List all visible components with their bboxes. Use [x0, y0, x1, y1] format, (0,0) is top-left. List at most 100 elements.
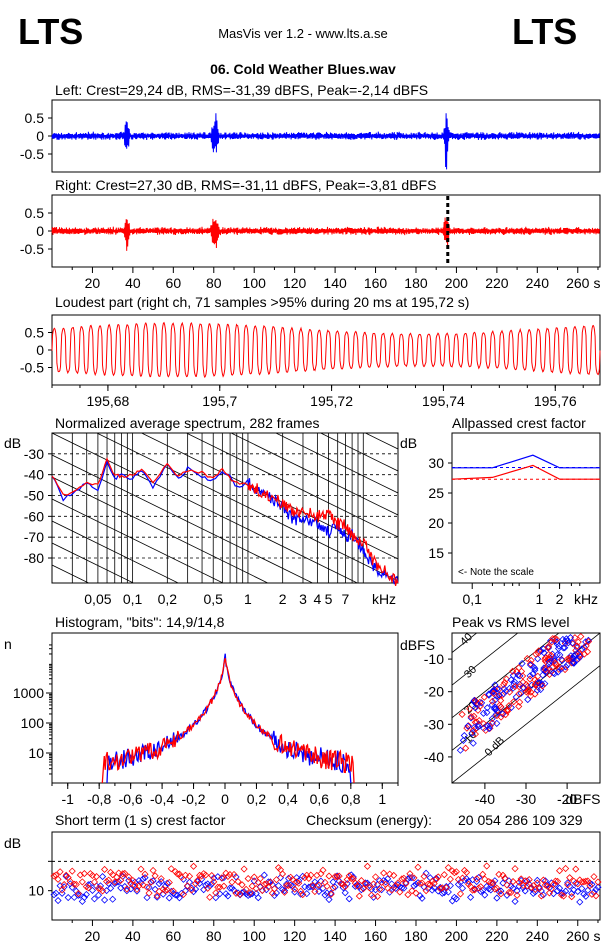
crest-point	[495, 870, 503, 878]
y-tick-label: 0	[36, 223, 44, 239]
crest-point	[270, 891, 279, 900]
peak-rms-point	[535, 647, 543, 655]
crest-point	[493, 884, 501, 892]
crest-point	[497, 887, 505, 895]
x-tick-label: 7	[342, 591, 350, 607]
peak-rms-point	[531, 664, 539, 672]
crest-point	[189, 862, 198, 870]
crest-point	[477, 887, 485, 896]
crest-point	[139, 881, 147, 889]
y-tick-label: 0.5	[25, 205, 45, 221]
crest-point	[469, 886, 477, 894]
crest-point	[115, 869, 123, 877]
crest-point	[588, 890, 596, 898]
left-waveform-panel: Left: Crest=29,24 dB, RMS=-31,39 dBFS, P…	[20, 82, 601, 173]
crest-point	[70, 880, 78, 888]
x-tick-label: 1	[244, 591, 252, 607]
peak-rms-point	[491, 703, 499, 711]
peak-rms-point	[516, 672, 524, 680]
crest-point	[179, 875, 188, 883]
y-tick-label: -70	[24, 529, 44, 545]
x-tick-label: 0,5	[203, 591, 223, 607]
crest-point	[555, 884, 564, 892]
peak-rms-point	[497, 703, 505, 711]
crest-point	[509, 877, 517, 886]
crest-point	[167, 865, 175, 873]
crest-point	[283, 881, 291, 890]
spectrum-diagonal	[52, 587, 398, 757]
crest-point	[80, 870, 88, 878]
peak-rms-point	[480, 720, 488, 728]
crest-point	[149, 866, 157, 875]
crest-point	[357, 877, 365, 885]
crest-point	[242, 885, 250, 893]
crest-point	[428, 886, 436, 894]
crest-point	[331, 883, 339, 891]
crest-point	[276, 874, 285, 882]
x-tick-label: -20	[557, 791, 577, 807]
x-tick-label: 2	[279, 591, 287, 607]
peak-rms-point	[470, 723, 478, 732]
peak-rms-point	[478, 699, 486, 707]
x-tick-label: 240	[526, 275, 550, 291]
spectrum-diagonal	[95, 433, 398, 582]
crest-point	[232, 873, 240, 881]
crest-point	[436, 883, 444, 892]
crest-point	[553, 877, 562, 885]
crest-point	[594, 883, 602, 891]
crest-point	[321, 891, 329, 899]
crest-point	[564, 879, 572, 887]
spectrum-diagonal	[274, 433, 398, 494]
crest-point	[103, 877, 111, 886]
crest-point	[315, 881, 323, 889]
crest-point	[467, 893, 475, 901]
crest-point	[222, 869, 230, 877]
peak-rms-point	[553, 635, 561, 643]
peak-rms-point	[507, 676, 515, 684]
crest-point	[361, 880, 369, 888]
crest-point	[325, 872, 333, 880]
x-tick-label: 195,74	[422, 393, 465, 409]
peak-rms-point	[561, 665, 569, 674]
crest-point	[52, 889, 60, 897]
x-tick-label: -30	[516, 791, 536, 807]
crest-point	[165, 878, 173, 887]
crest-point	[323, 882, 331, 890]
peak-rms-point	[580, 650, 588, 658]
peak-rms-point	[462, 744, 470, 752]
peak-rms-point	[561, 637, 569, 645]
crest-point	[238, 881, 246, 889]
peak-rms-point	[511, 683, 519, 691]
peak-rms-point	[519, 672, 527, 680]
crest-point	[157, 878, 165, 886]
crest-point	[568, 893, 576, 901]
crest-point	[224, 892, 232, 900]
histogram-title: Histogram, "bits": 14,9/14,8	[55, 614, 225, 630]
crest-point	[515, 878, 523, 886]
crest-point	[578, 884, 586, 893]
x-tick-label: 0,1	[462, 591, 482, 607]
crest-point	[584, 877, 592, 885]
crest-point	[222, 890, 230, 898]
crest-point	[313, 871, 321, 879]
x-tick-label: 160	[364, 275, 388, 291]
crest-point	[493, 894, 501, 902]
x-tick-label: 195,7	[202, 393, 237, 409]
right-waveform-line	[51, 217, 600, 251]
crest-point	[452, 895, 460, 903]
crest-point	[588, 880, 596, 888]
crest-point	[272, 876, 281, 884]
peak-rms-point	[555, 665, 563, 673]
x-tick-label: 1	[378, 791, 386, 807]
crest-point	[499, 871, 507, 879]
crest-point	[376, 885, 384, 894]
peak-rms-point	[459, 736, 467, 744]
x-tick-label: 0,4	[278, 791, 298, 807]
y-tick-label: -30	[424, 716, 444, 732]
crest-point	[436, 885, 444, 893]
spectrum-ticks: -30 -40 -50 -60 -70 -80 0,05 0,1 0,2 0,5 1 2 3 4 5 7 kHz	[24, 446, 396, 607]
y-tick-label: 100	[21, 715, 45, 731]
crest-point	[388, 886, 396, 894]
x-tick-label: 3	[299, 591, 307, 607]
